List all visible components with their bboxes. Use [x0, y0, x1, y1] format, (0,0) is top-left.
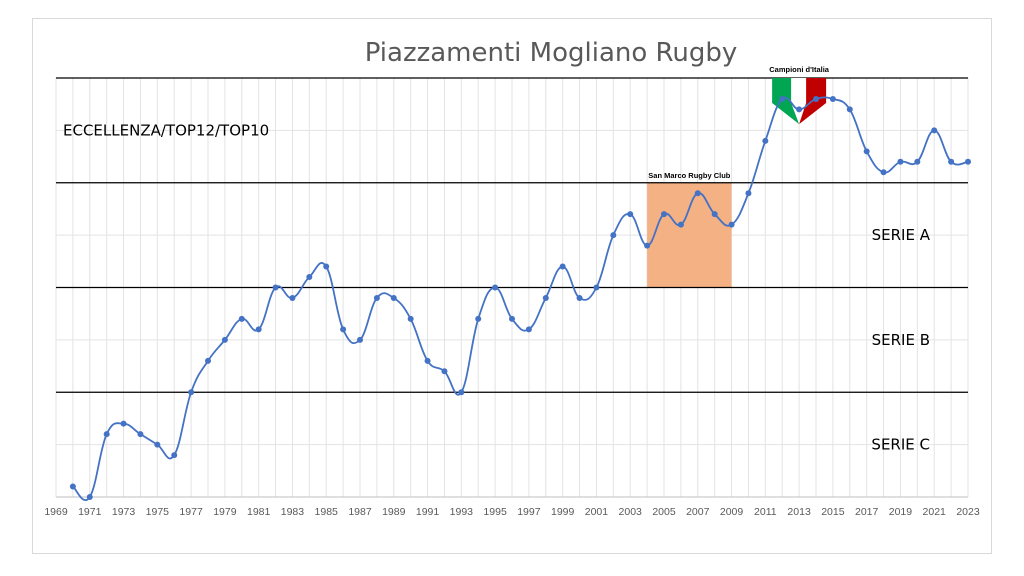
- data-point: [813, 95, 819, 102]
- x-tick-label: 1987: [348, 506, 372, 518]
- data-point: [137, 431, 144, 438]
- data-point: [661, 211, 667, 218]
- data-point: [542, 294, 549, 301]
- data-point: [627, 211, 634, 218]
- data-point: [221, 336, 228, 343]
- data-point: [711, 211, 718, 218]
- highlight-label: San Marco Rugby Club: [648, 171, 731, 180]
- annotation-label: Campioni d'Italia: [769, 65, 830, 74]
- data-point: [171, 452, 178, 459]
- x-tick-label: 1979: [213, 506, 237, 518]
- x-tick-label: 1999: [551, 506, 575, 518]
- data-point: [728, 221, 735, 228]
- data-point: [796, 106, 803, 113]
- data-point: [694, 190, 701, 197]
- band-label: SERIE A: [872, 226, 931, 244]
- data-point: [323, 263, 330, 270]
- data-point: [948, 158, 955, 165]
- x-tick-label: 2019: [889, 506, 913, 518]
- x-tick-label: 2003: [619, 506, 643, 518]
- band-label: ECCELLENZA/TOP12/TOP10: [63, 121, 269, 139]
- data-point: [525, 326, 532, 333]
- data-point: [475, 315, 482, 322]
- x-tick-label: 1975: [146, 506, 170, 518]
- data-point: [914, 158, 921, 165]
- data-point: [238, 315, 245, 322]
- data-point: [576, 294, 583, 301]
- x-tick-label: 1981: [247, 506, 271, 518]
- x-tick-label: 1993: [450, 506, 474, 518]
- data-point: [931, 127, 938, 134]
- chart-title: Piazzamenti Mogliano Rugby: [365, 38, 738, 68]
- data-point: [610, 232, 617, 239]
- data-point: [272, 284, 279, 291]
- x-tick-label: 1985: [315, 506, 339, 518]
- x-tick-label: 2021: [923, 506, 947, 518]
- data-point: [509, 315, 515, 322]
- data-point: [458, 389, 465, 396]
- x-tick-label: 1969: [44, 506, 68, 518]
- highlight-area: San Marco Rugby Club: [647, 171, 732, 288]
- x-tick-label: 2007: [686, 506, 710, 518]
- data-point: [779, 95, 786, 102]
- series-line: [72, 96, 969, 501]
- data-point: [255, 326, 262, 333]
- flag-green: [772, 78, 800, 125]
- x-tick-label: 1989: [382, 506, 406, 518]
- data-point: [897, 158, 904, 165]
- x-tick-label: 2015: [821, 506, 845, 518]
- flag-annotation: Campioni d'Italia: [769, 65, 830, 125]
- band-labels: SERIE C SERIE B SERIE A ECCELLENZA/TOP12/TO…: [63, 121, 931, 453]
- data-point: [407, 315, 414, 322]
- data-point: [390, 294, 397, 301]
- data-point: [306, 274, 313, 281]
- x-tick-label: 2013: [787, 506, 811, 518]
- x-tick-label: 2005: [652, 506, 676, 518]
- data-point: [103, 431, 110, 438]
- data-point: [441, 368, 448, 375]
- data-point: [677, 221, 684, 228]
- data-point: [863, 148, 870, 155]
- x-tick-label: 1973: [112, 506, 136, 518]
- x-tick-label: 1983: [281, 506, 305, 518]
- data-point: [340, 326, 347, 333]
- data-point: [424, 357, 431, 364]
- data-point: [86, 494, 93, 500]
- data-point: [829, 95, 836, 102]
- x-tick-label: 2017: [855, 506, 879, 518]
- data-point: [593, 284, 600, 291]
- data-point: [188, 389, 195, 396]
- data-point: [120, 420, 127, 427]
- x-tick-label: 2009: [720, 506, 744, 518]
- data-point: [154, 441, 161, 448]
- data-point: [762, 137, 769, 144]
- data-point: [492, 284, 499, 291]
- data-point: [559, 263, 566, 270]
- data-point: [289, 294, 296, 301]
- data-point: [880, 169, 887, 176]
- band-label: SERIE B: [872, 331, 930, 349]
- data-point: [846, 106, 853, 113]
- x-tick-label: 1997: [517, 506, 541, 518]
- data-point: [965, 158, 971, 165]
- data-point: [745, 190, 752, 197]
- data-point: [357, 336, 363, 343]
- x-tick-label: 2023: [956, 506, 980, 518]
- x-tick-label: 2001: [585, 506, 609, 518]
- data-point: [644, 242, 651, 249]
- x-tick-label: 1991: [416, 506, 440, 518]
- x-tick-label: 2011: [754, 506, 777, 518]
- x-axis-ticks: 1969 1971 1973 1975 1977 1979 1981 1983 1985 1987…: [44, 506, 980, 518]
- x-tick-label: 1995: [483, 506, 507, 518]
- series-layer: [69, 95, 971, 501]
- band-label: SERIE C: [871, 436, 930, 454]
- data-point: [205, 357, 211, 364]
- x-tick-label: 1977: [179, 506, 203, 518]
- highlight-rect: [647, 182, 732, 288]
- data-point: [373, 294, 380, 301]
- data-point: [69, 483, 76, 490]
- x-tick-label: 1971: [78, 506, 102, 518]
